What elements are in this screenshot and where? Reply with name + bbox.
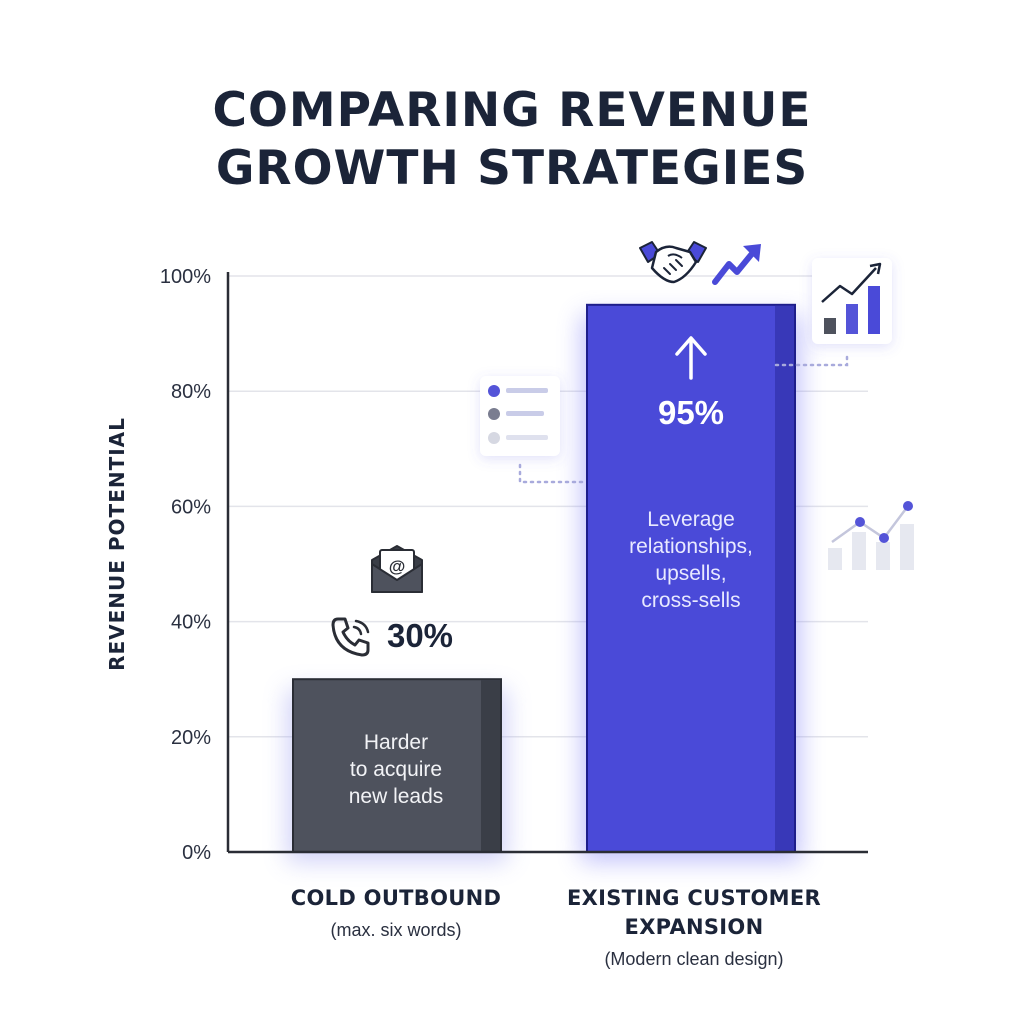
category-name-expansion: EXISTING CUSTOMER EXPANSION (566, 886, 821, 939)
y-tick-label: 60% (171, 496, 211, 518)
svg-text:@: @ (389, 557, 406, 576)
title-line-2: GROWTH STRATEGIES (215, 141, 809, 196)
category-label-expansion: EXISTING CUSTOMER EXPANSION (Modern clea… (541, 884, 847, 972)
bar-note-line: Harder (364, 731, 428, 754)
bar-note-line: upsells, (655, 562, 726, 585)
trend-up-arrow-icon (712, 244, 761, 285)
handshake-icon (639, 241, 707, 284)
category-subtitle-cold: (max. six words) (330, 920, 462, 940)
y-tick-label: 0% (182, 842, 211, 864)
category-name-cold: COLD OUTBOUND (290, 886, 502, 910)
list-card-icon (480, 376, 560, 456)
bar-note-line: Leverage (647, 508, 735, 531)
bar-note-line: cross-sells (641, 589, 740, 612)
envelope-at-icon: @ (371, 545, 423, 593)
title-line-1: COMPARING REVENUE (212, 83, 812, 138)
value-label-expansion: 95% (658, 394, 724, 431)
y-tick-label: 40% (171, 612, 211, 634)
y-tick-label: 100% (160, 266, 211, 288)
connector-dots-right (774, 350, 849, 367)
category-label-cold: COLD OUTBOUND (max. six words) (246, 884, 546, 943)
line-chart-icon (828, 501, 914, 570)
bar (586, 303, 796, 853)
phone-icon (331, 617, 370, 657)
y-tick-label: 80% (171, 381, 211, 403)
y-tick-label: 20% (171, 727, 211, 749)
bar-note-line: relationships, (629, 535, 753, 558)
bar-note-line: new leads (349, 785, 444, 808)
chart-title: COMPARING REVENUE GROWTH STRATEGIES (0, 82, 1024, 198)
bar-note-line: to acquire (350, 758, 442, 781)
value-label-cold: 30% (387, 617, 453, 654)
bar (292, 678, 502, 854)
up-arrow-icon (675, 336, 707, 380)
connector-dots-left (518, 463, 584, 484)
category-subtitle-expansion: (Modern clean design) (604, 949, 784, 969)
bar-side-shade (775, 305, 794, 851)
bar-chart-card-icon (812, 258, 892, 344)
bar-side-shade (481, 680, 500, 851)
